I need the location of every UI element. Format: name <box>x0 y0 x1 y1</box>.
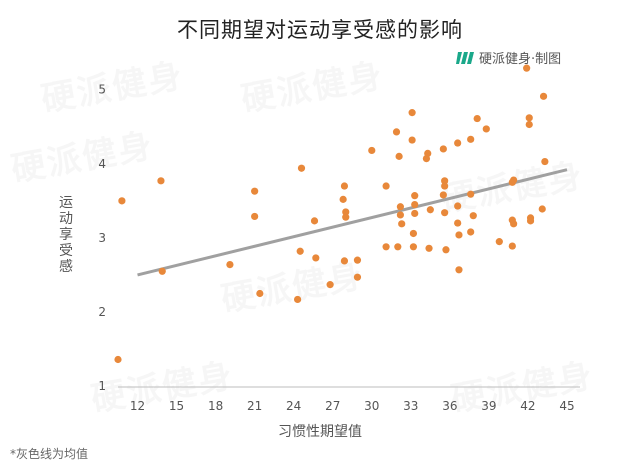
data-point <box>411 192 419 200</box>
data-point <box>455 231 463 239</box>
data-point <box>495 238 503 246</box>
data-point <box>409 243 418 251</box>
data-point <box>368 146 376 155</box>
y-tick-label: 3 <box>98 231 106 245</box>
data-point <box>523 64 531 72</box>
data-point <box>408 136 416 144</box>
data-points <box>114 64 549 364</box>
data-point <box>409 229 418 238</box>
data-point <box>439 145 447 153</box>
brand: 硬派健身·制图 <box>455 48 561 67</box>
x-tick-label: 21 <box>247 399 262 413</box>
data-point <box>114 355 122 364</box>
data-point <box>326 281 334 289</box>
data-point <box>469 212 477 220</box>
data-point <box>526 217 535 225</box>
data-point <box>353 273 362 281</box>
x-axis-label: 习惯性期望值 <box>278 424 362 440</box>
data-point <box>342 213 350 221</box>
x-tick-label: 42 <box>520 399 535 413</box>
data-point <box>426 206 434 214</box>
y-tick-label: 1 <box>98 379 106 393</box>
data-point <box>342 208 350 216</box>
data-point <box>454 202 462 210</box>
data-point <box>442 246 450 254</box>
y-tick-labels: 1 2 3 4 5 <box>98 83 106 394</box>
data-point <box>251 187 259 195</box>
data-point <box>525 120 533 129</box>
x-tick-labels: 12 15 18 21 24 27 30 33 36 39 42 45 <box>130 399 575 413</box>
data-point <box>441 182 449 190</box>
data-point <box>251 212 259 221</box>
x-tick-label: 36 <box>442 399 457 413</box>
data-point <box>541 157 549 166</box>
mean-trend-line <box>137 168 568 277</box>
x-tick-label: 39 <box>481 399 496 413</box>
data-point <box>382 243 390 251</box>
data-point <box>157 177 165 185</box>
brand-name: 硬派健身·制图 <box>479 52 562 67</box>
data-point <box>441 209 449 217</box>
data-point <box>408 109 416 117</box>
data-point <box>510 220 518 228</box>
data-point <box>441 177 449 185</box>
data-point <box>226 261 234 269</box>
data-point <box>256 289 264 298</box>
data-point <box>296 247 304 255</box>
data-point <box>310 217 319 225</box>
data-point <box>482 125 490 133</box>
data-point <box>539 92 548 100</box>
data-point <box>382 182 390 190</box>
data-point <box>398 220 406 228</box>
y-tick-label: 2 <box>98 305 106 319</box>
data-point <box>525 114 533 122</box>
x-tick-label: 12 <box>130 399 145 413</box>
data-point <box>394 243 402 251</box>
data-point <box>454 219 462 227</box>
data-point <box>467 135 475 143</box>
data-point <box>411 200 419 209</box>
data-point <box>422 154 431 163</box>
data-point <box>508 178 516 186</box>
data-point <box>339 195 347 203</box>
data-point <box>353 256 362 264</box>
data-point <box>395 152 403 160</box>
x-tick-label: 33 <box>403 399 418 413</box>
x-tick-label: 45 <box>559 399 574 413</box>
x-tick-label: 15 <box>169 399 184 413</box>
data-point <box>473 114 481 123</box>
data-point <box>312 254 320 262</box>
data-point <box>340 182 349 190</box>
data-point <box>411 209 419 218</box>
x-tick-label: 18 <box>208 399 223 413</box>
data-point <box>396 203 405 211</box>
y-tick-label: 4 <box>98 157 106 171</box>
data-point <box>425 244 433 252</box>
leaf-stripes-logo-icon <box>456 51 474 64</box>
footnote: *灰色线为均值 <box>10 447 89 461</box>
data-point <box>538 205 546 213</box>
x-tick-label: 24 <box>286 399 301 413</box>
data-point <box>293 295 302 304</box>
data-point <box>467 190 475 198</box>
data-point <box>297 164 306 172</box>
chart-title: 不同期望对运动享受感的影响 <box>177 18 463 42</box>
data-point <box>392 128 401 136</box>
data-point <box>396 211 405 219</box>
x-tick-label: 30 <box>364 399 379 413</box>
data-point <box>118 197 126 205</box>
data-point <box>454 139 462 147</box>
data-point <box>340 257 349 265</box>
y-tick-label: 5 <box>98 83 106 97</box>
data-point <box>455 266 463 274</box>
y-axis-label: 运动享受感 <box>59 195 73 275</box>
data-point <box>467 228 475 236</box>
x-tick-label: 27 <box>325 399 340 413</box>
data-point <box>158 267 166 275</box>
data-point <box>439 191 447 199</box>
data-point <box>508 242 516 250</box>
